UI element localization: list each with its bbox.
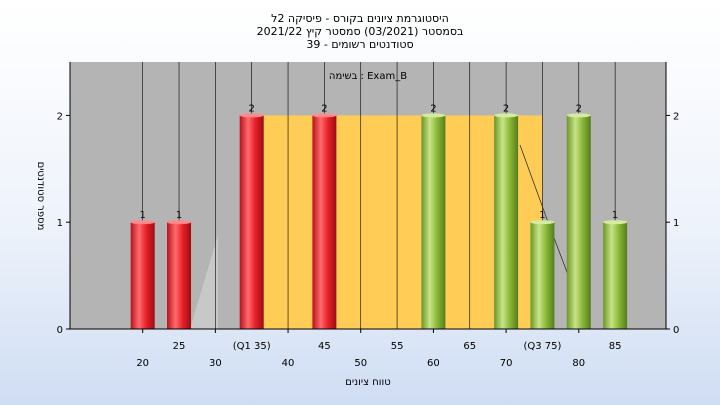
data-label-80: 2 [576,103,582,114]
bar-75 [530,222,555,329]
x-tick-label-bottom-0: 20 [136,358,149,369]
x-tick-label-top-5: (Q3 75) [523,341,561,352]
data-labels-group: 1 1 2 2 2 2 1 2 1 [139,103,618,221]
y-tick-label-right-1: 1 [673,218,679,229]
data-label-35: 2 [249,103,255,114]
y-tick-label-left-1: 1 [57,218,63,229]
x-tick-label-bottom-4: 60 [427,358,440,369]
bar-25 [167,222,192,329]
x-tick-label-bottom-5: 70 [500,358,513,369]
bar-cap-45 [312,113,337,118]
data-label-85: 1 [612,210,618,221]
y-axis-label: מספר סטודנטים [35,162,46,231]
x-tick-label-bottom-2: 40 [282,358,295,369]
x-tick-label-top-2: 45 [318,341,331,352]
bar-80 [566,115,591,330]
data-label-75: 1 [539,210,545,221]
plot-left-light-area [190,235,218,329]
y-tick-label-left-0: 0 [57,325,63,336]
bar-cap-75 [530,220,555,225]
chart-title-line-1: היסטוגרמת ציונים בקורס - פיסיקה 2ל [271,12,449,25]
y-tick-label-right-0: 0 [673,325,679,336]
x-tick-label-bottom-3: 50 [354,358,367,369]
x-tick-label-bottom-1: 30 [209,358,222,369]
bar-cap-80 [566,113,591,118]
y-tick-label-left-2: 2 [57,111,63,122]
bars-group [130,113,628,330]
x-tick-label-top-1: (Q1 35) [233,341,271,352]
bar-cap-25 [167,220,192,225]
bar-60 [421,115,446,330]
chart-title-line-2: בסמסטר (03/2021) סמסטר קיץ 2021/22 [257,25,464,38]
legend-text: בשימה : Exam_B [329,71,407,82]
bar-20 [130,222,155,329]
y-ticks-group: 0 0 1 1 2 2 [57,111,680,336]
bar-70 [494,115,519,330]
x-tick-label-top-0: 25 [173,341,186,352]
bar-cap-20 [130,220,155,225]
data-label-45: 2 [321,103,327,114]
x-axis-label: טווח ציונים [345,377,390,388]
bar-35 [239,115,264,330]
bar-45 [312,115,337,330]
x-ticks-group: 25 (Q1 35) 45 55 65 (Q3 75) 85 20 30 40 50 60 70 80 [136,329,621,369]
data-label-25: 1 [176,210,182,221]
x-tick-label-bottom-6: 80 [572,358,585,369]
data-label-70: 2 [503,103,509,114]
data-label-60: 2 [430,103,436,114]
y-tick-label-right-2: 2 [673,111,679,122]
bar-cap-60 [421,113,446,118]
data-label-20: 1 [139,210,145,221]
chart-title-line-3: סטודנטים רשומים - 39 [306,38,413,51]
x-tick-label-top-4: 65 [463,341,476,352]
x-tick-label-top-3: 55 [391,341,404,352]
bar-cap-70 [494,113,519,118]
bar-cap-35 [239,113,264,118]
x-tick-label-top-6: 85 [609,341,622,352]
bar-cap-85 [603,220,628,225]
bar-85 [603,222,628,329]
